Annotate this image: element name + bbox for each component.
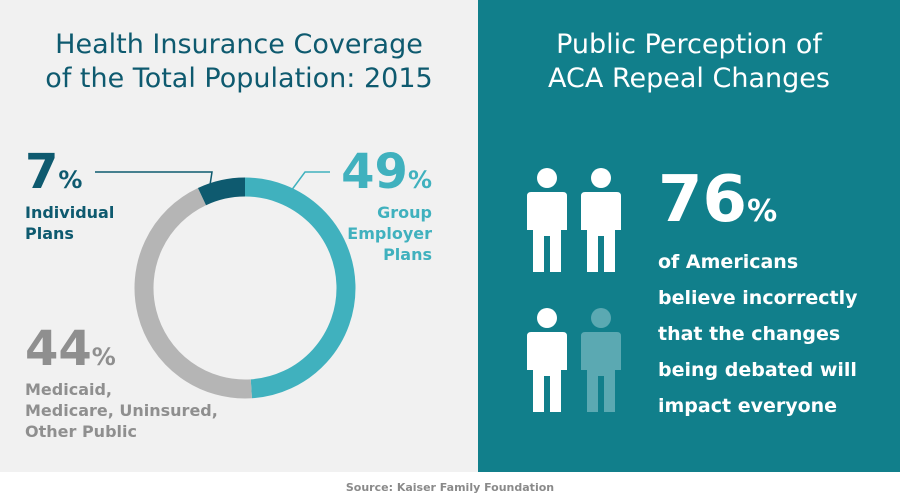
stat-text: of Americans believe incorrectly that th… bbox=[658, 251, 858, 417]
value-number: 44 bbox=[25, 321, 92, 377]
category-name: Group Employer Plans bbox=[347, 203, 432, 264]
person-icon bbox=[581, 308, 621, 412]
value-label: 49% bbox=[280, 148, 432, 196]
person-icon bbox=[527, 168, 567, 272]
value-unit: % bbox=[407, 166, 432, 194]
leader-line bbox=[95, 171, 213, 186]
donut-segment bbox=[197, 177, 246, 206]
value-number: 7 bbox=[25, 144, 59, 200]
category-name: Medicaid, Medicare, Uninsured, Other Pub… bbox=[25, 380, 218, 441]
stat-unit: % bbox=[747, 194, 778, 229]
leader-line bbox=[287, 171, 330, 196]
category-label: 49% Group Employer Plans bbox=[280, 148, 432, 265]
donut-segment bbox=[134, 188, 252, 399]
pictogram bbox=[527, 168, 621, 412]
category-label: 44% Medicaid, Medicare, Uninsured, Other … bbox=[25, 325, 285, 442]
panel-title: Public Perception of ACA Repeal Changes bbox=[548, 29, 830, 94]
person-icon bbox=[581, 168, 621, 272]
value-unit: % bbox=[58, 166, 83, 194]
chart-title: Health Insurance Coverage of the Total P… bbox=[45, 29, 433, 94]
value-number: 49 bbox=[341, 144, 408, 200]
category-name: Individual Plans bbox=[25, 203, 115, 243]
stat: 76% bbox=[658, 168, 777, 232]
value-label: 44% bbox=[25, 325, 285, 373]
stat-value: 76 bbox=[658, 163, 748, 237]
person-icon bbox=[527, 308, 567, 412]
value-label: 7% bbox=[25, 148, 185, 196]
value-unit: % bbox=[91, 343, 116, 371]
source: Source: Kaiser Family Foundation bbox=[345, 481, 555, 494]
category-label: 7% Individual Plans bbox=[25, 148, 185, 244]
donut-segment bbox=[244, 177, 356, 399]
